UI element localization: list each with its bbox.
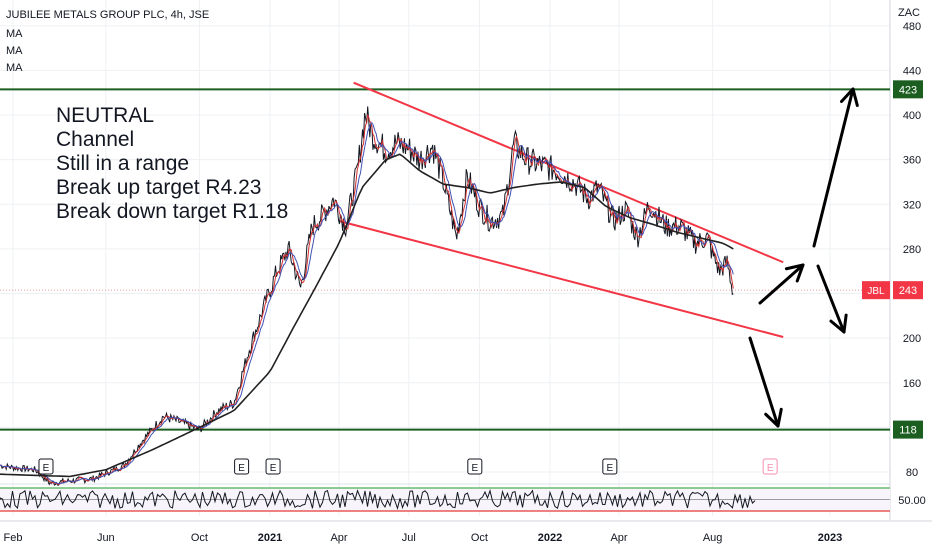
y-tick-label: 200 <box>903 333 921 345</box>
earnings-marker <box>234 458 250 475</box>
scenario-arrow-down-short <box>816 264 846 334</box>
medium-ma-line <box>0 122 734 484</box>
annotation-line: Break up target R4.23 <box>56 176 262 199</box>
axis-label: 118 <box>899 425 917 437</box>
earnings-marker <box>265 458 281 475</box>
earnings-marker <box>38 458 54 475</box>
x-tick-label: Jun <box>97 532 115 544</box>
indicator-label-2[interactable]: MA <box>6 45 23 57</box>
x-tick-label: Oct <box>191 532 208 544</box>
axis-label-bg <box>893 80 923 99</box>
x-tick-label: 2023 <box>818 532 842 544</box>
ticker-label: JBL <box>867 286 885 297</box>
axis-label-bg <box>893 281 923 300</box>
x-tick-label: 2022 <box>538 532 562 544</box>
scenario-arrow-up-target-head <box>839 87 859 107</box>
rsi-line <box>0 488 756 511</box>
x-tick-label: Apr <box>330 532 347 544</box>
x-tick-label: Apr <box>610 532 627 544</box>
annotation-line: NEUTRAL <box>56 104 155 127</box>
earnings-marker-label: E <box>43 463 50 474</box>
scenario-arrow-up-short <box>758 263 805 305</box>
axis-label: 423 <box>899 84 917 96</box>
annotation-line: Break down target R1.18 <box>56 200 289 223</box>
y-tick-label: 480 <box>903 21 921 33</box>
slow-ma-line <box>0 153 734 478</box>
earnings-marker-label: E <box>606 463 613 474</box>
indicator-label-3[interactable]: MA <box>6 62 23 74</box>
chart-title: JUBILEE METALS GROUP PLC, 4h, JSE <box>6 9 210 21</box>
earnings-marker-label: E <box>270 463 277 474</box>
annotation-line: Channel <box>56 128 135 151</box>
scenario-arrow-down-target <box>748 336 780 428</box>
indicator-label-1[interactable]: MA <box>6 28 23 40</box>
scenario-arrow-down-target-head <box>764 407 783 428</box>
channel-upper-line <box>353 81 784 264</box>
y-tick-label: 160 <box>903 378 921 390</box>
ticker-label-bg <box>862 281 890 300</box>
y-tick-label: 440 <box>903 65 921 77</box>
rsi-ref-label: 50.00 <box>898 495 926 507</box>
x-tick-label: Feb <box>4 532 23 544</box>
annotation-note: NEUTRAL Channel Still in a range Break u… <box>56 104 288 224</box>
earnings-marker-label: E <box>767 463 774 474</box>
currency-label: ZAC <box>898 7 920 19</box>
y-tick-label: 400 <box>903 110 921 122</box>
earnings-marker <box>602 458 618 475</box>
x-tick-label: 2021 <box>258 532 282 544</box>
axis-label-bg <box>893 420 923 439</box>
y-tick-label: 280 <box>903 244 921 256</box>
y-tick-label: 320 <box>903 199 921 211</box>
y-tick-label: 80 <box>906 467 918 479</box>
x-tick-label: Jul <box>402 532 416 544</box>
scenario-arrow-down-short-head <box>829 313 848 334</box>
channel-lower-line <box>338 220 784 338</box>
earnings-marker <box>762 458 778 475</box>
axis-label: 243 <box>899 285 917 297</box>
scenario-arrow-up-short-head <box>784 263 805 283</box>
x-tick-label: Aug <box>703 532 723 544</box>
scenario-arrow-up-target <box>812 87 855 248</box>
y-tick-label: 360 <box>903 155 921 167</box>
earnings-marker-label: E <box>471 463 478 474</box>
x-tick-label: Oct <box>471 532 488 544</box>
earnings-marker <box>467 458 483 475</box>
annotation-line: Still in a range <box>56 152 190 175</box>
earnings-marker-label: E <box>238 463 245 474</box>
